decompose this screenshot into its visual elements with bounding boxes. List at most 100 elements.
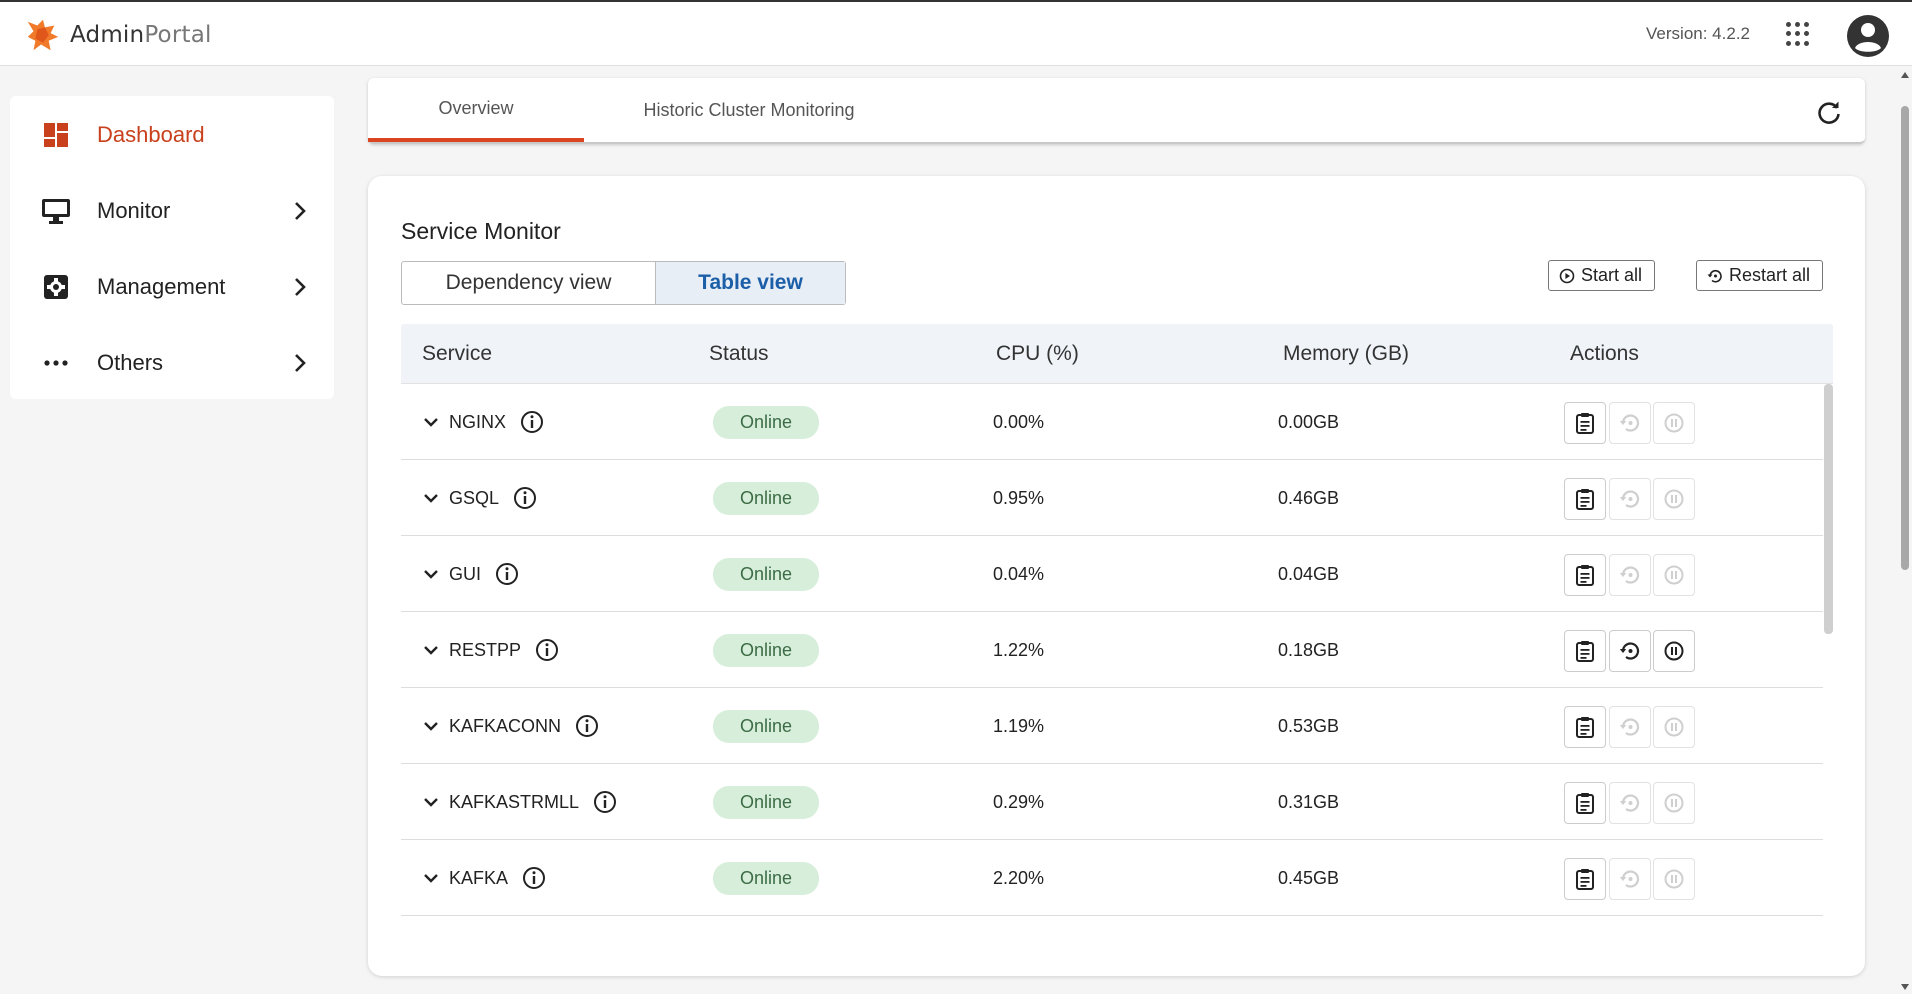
- restart-icon: [1619, 490, 1640, 508]
- restart-service-button[interactable]: [1609, 782, 1651, 824]
- scroll-down-arrow-icon[interactable]: [1901, 984, 1909, 990]
- column-header-cpu: CPU (%): [996, 342, 1079, 365]
- pause-service-button[interactable]: [1653, 554, 1695, 596]
- page-scrollbar[interactable]: [1898, 68, 1912, 994]
- service-cell: KAFKASTRMLL: [421, 764, 617, 840]
- pause-service-button[interactable]: [1653, 782, 1695, 824]
- page-scroll-thumb[interactable]: [1901, 106, 1909, 570]
- clipboard-icon: [1576, 565, 1594, 586]
- info-icon[interactable]: [513, 486, 537, 510]
- pause-service-button[interactable]: [1653, 706, 1695, 748]
- table-scrollbar[interactable]: [1824, 384, 1833, 634]
- status-cell: Online: [713, 764, 820, 840]
- clipboard-icon: [1576, 717, 1594, 738]
- restart-icon: [1619, 566, 1640, 584]
- chevron-down-icon[interactable]: [421, 792, 441, 812]
- pause-circle-icon: [1664, 717, 1684, 737]
- table-header: Service Status CPU (%) Memory (GB) Actio…: [401, 324, 1833, 384]
- services-table: Service Status CPU (%) Memory (GB) Actio…: [401, 324, 1833, 920]
- info-icon[interactable]: [520, 410, 544, 434]
- table-row: KAFKASTRMLL Online 0.29% 0.31GB: [401, 764, 1823, 840]
- sidebar-item-dashboard[interactable]: Dashboard: [10, 97, 334, 173]
- start-all-button[interactable]: Start all: [1548, 260, 1656, 291]
- status-cell: Online: [713, 460, 820, 536]
- restart-service-button[interactable]: [1609, 858, 1651, 900]
- restart-service-button[interactable]: [1609, 706, 1651, 748]
- pause-service-button[interactable]: [1653, 402, 1695, 444]
- tiger-logo-icon: [27, 19, 59, 51]
- log-button[interactable]: [1564, 782, 1606, 824]
- chevron-right-icon: [295, 278, 306, 296]
- info-icon[interactable]: [593, 790, 617, 814]
- app-logo[interactable]: AdminPortal: [24, 16, 212, 54]
- restart-service-button[interactable]: [1609, 554, 1651, 596]
- chevron-right-icon: [295, 354, 306, 372]
- restart-icon: [1619, 794, 1640, 812]
- status-cell: Online: [713, 612, 820, 688]
- memory-cell: 0.31GB: [1278, 791, 1340, 812]
- log-button[interactable]: [1564, 402, 1606, 444]
- cpu-cell: 0.29%: [993, 791, 1045, 812]
- tab-historic-cluster-monitoring[interactable]: Historic Cluster Monitoring: [643, 99, 855, 120]
- dependency-view-button[interactable]: Dependency view: [402, 262, 656, 304]
- refresh-icon[interactable]: [1815, 99, 1843, 127]
- service-name: NGINX: [449, 411, 507, 432]
- chevron-down-icon[interactable]: [421, 640, 441, 660]
- tab-overview[interactable]: Overview: [368, 78, 584, 142]
- info-icon[interactable]: [575, 714, 599, 738]
- service-cell: GSQL: [421, 460, 537, 536]
- chevron-down-icon[interactable]: [421, 716, 441, 736]
- table-row: KAFKACONN Online 1.19% 0.53GB: [401, 688, 1823, 764]
- service-monitor-card: Service Monitor Dependency view Table vi…: [368, 176, 1865, 976]
- table-body[interactable]: NGINX Online 0.00% 0.00GB GSQL Online 0.95% 0.4…: [401, 384, 1833, 920]
- restart-service-button[interactable]: [1609, 478, 1651, 520]
- chevron-right-icon: [295, 202, 306, 220]
- info-icon[interactable]: [522, 866, 546, 890]
- sidebar-item-others[interactable]: Others: [10, 325, 334, 401]
- info-icon[interactable]: [535, 638, 559, 662]
- chevron-down-icon[interactable]: [421, 564, 441, 584]
- sidebar: Dashboard Monitor Management Others: [10, 96, 334, 399]
- service-cell: GUI: [421, 536, 519, 612]
- pause-circle-icon: [1664, 565, 1684, 585]
- apps-grid-icon[interactable]: [1786, 22, 1810, 46]
- memory-cell: 0.45GB: [1278, 867, 1340, 888]
- log-button[interactable]: [1564, 858, 1606, 900]
- status-cell: Online: [713, 840, 820, 916]
- restart-service-button[interactable]: [1609, 630, 1651, 672]
- table-view-button[interactable]: Table view: [656, 262, 845, 304]
- log-button[interactable]: [1564, 478, 1606, 520]
- chevron-down-icon[interactable]: [421, 412, 441, 432]
- service-name: KAFKASTRMLL: [449, 791, 580, 812]
- status-cell: Online: [713, 384, 820, 460]
- pause-service-button[interactable]: [1653, 858, 1695, 900]
- column-header-actions: Actions: [1570, 342, 1639, 365]
- log-button[interactable]: [1564, 630, 1606, 672]
- log-button[interactable]: [1564, 554, 1606, 596]
- restart-service-button[interactable]: [1609, 402, 1651, 444]
- sidebar-item-management[interactable]: Management: [10, 249, 334, 325]
- pause-service-button[interactable]: [1653, 630, 1695, 672]
- scroll-up-arrow-icon[interactable]: [1901, 72, 1909, 78]
- status-badge: Online: [713, 709, 820, 743]
- status-badge: Online: [713, 557, 820, 591]
- memory-cell: 0.46GB: [1278, 487, 1340, 508]
- dashboard-icon: [40, 119, 72, 151]
- pause-service-button[interactable]: [1653, 478, 1695, 520]
- status-badge: Online: [713, 633, 820, 667]
- restart-icon: [1619, 870, 1640, 888]
- restart-icon: [1707, 269, 1722, 283]
- sidebar-item-label: Monitor: [97, 198, 171, 223]
- service-name: GUI: [449, 563, 482, 584]
- restart-all-button[interactable]: Restart all: [1696, 260, 1824, 291]
- account-circle-icon[interactable]: [1846, 14, 1890, 58]
- info-icon[interactable]: [495, 562, 519, 586]
- chevron-down-icon[interactable]: [421, 488, 441, 508]
- sidebar-item-monitor[interactable]: Monitor: [10, 173, 334, 249]
- service-name: GSQL: [449, 487, 500, 508]
- cpu-cell: 0.95%: [993, 487, 1045, 508]
- chevron-down-icon[interactable]: [421, 868, 441, 888]
- restart-all-label: Restart all: [1729, 265, 1811, 285]
- log-button[interactable]: [1564, 706, 1606, 748]
- memory-cell: 0.00GB: [1278, 411, 1340, 432]
